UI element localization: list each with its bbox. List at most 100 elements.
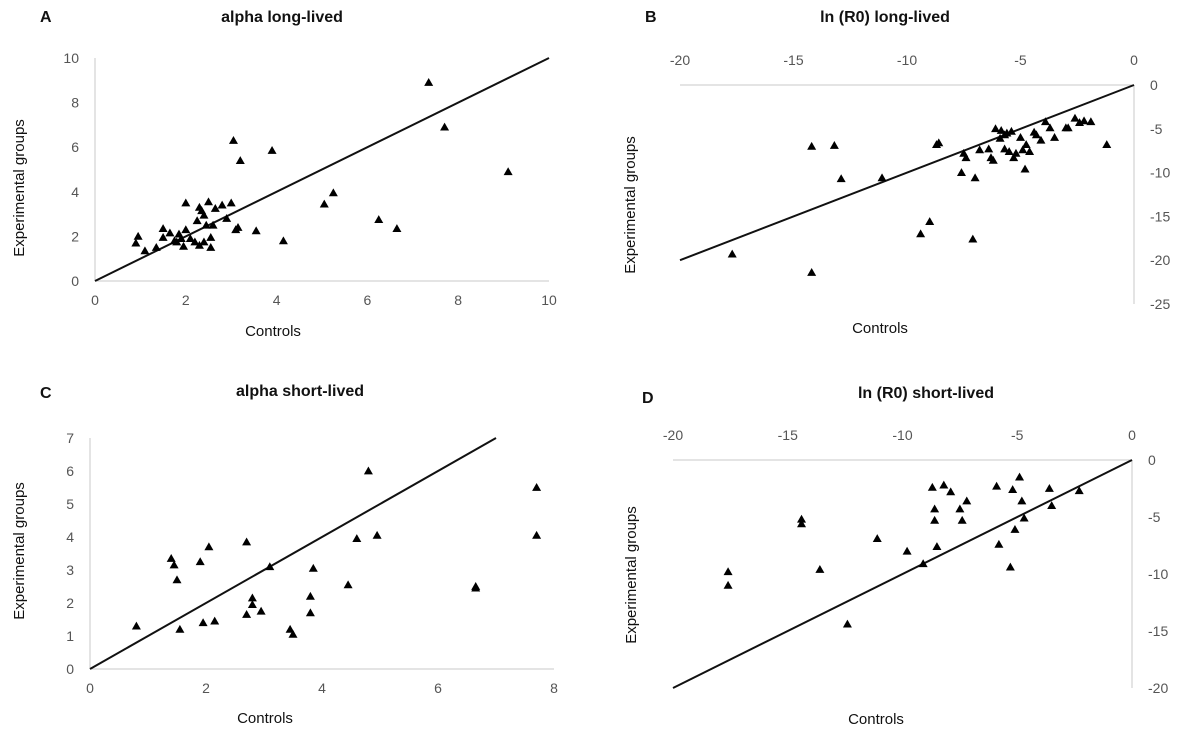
- x-tick-label: 2: [202, 680, 210, 696]
- data-point: [288, 629, 298, 638]
- data-point: [235, 156, 245, 164]
- panel-label: B: [645, 9, 657, 26]
- data-point: [319, 199, 329, 208]
- chart-title: ln (R0) long-lived: [820, 9, 950, 26]
- y-tick-label: 10: [63, 50, 79, 66]
- x-tick-label: -5: [1014, 52, 1027, 68]
- chart-title: alpha short-lived: [236, 383, 364, 400]
- data-point: [1017, 496, 1027, 505]
- y-tick-label: 2: [71, 228, 79, 244]
- data-point: [179, 241, 189, 250]
- data-point: [723, 567, 733, 576]
- data-point: [807, 141, 817, 150]
- chart-panel-B: -20 -15 -10 -5 00 -5 -10 -15 -20 -25 ln (R0) long-…: [622, 9, 1170, 337]
- data-point: [217, 200, 227, 209]
- data-point: [532, 530, 542, 539]
- y-tick-label: 1: [66, 628, 74, 644]
- data-point: [1020, 164, 1030, 173]
- data-point: [251, 226, 261, 235]
- data-point: [925, 217, 935, 226]
- data-point: [206, 233, 216, 241]
- data-point: [192, 216, 202, 225]
- data-point: [1018, 145, 1028, 154]
- y-axis-label: Experimental groups: [622, 136, 639, 274]
- data-point: [902, 546, 912, 555]
- data-point: [1011, 148, 1021, 157]
- data-point: [151, 243, 161, 251]
- data-point: [994, 539, 1004, 548]
- data-point: [210, 616, 220, 625]
- data-point: [392, 224, 402, 232]
- x-tick-label: -20: [663, 427, 683, 443]
- data-point: [916, 229, 926, 238]
- diagonal-reference-line: [89, 437, 497, 670]
- data-point: [872, 534, 882, 543]
- data-point: [201, 220, 211, 229]
- data-point: [968, 234, 978, 243]
- data-point: [172, 237, 182, 246]
- data-point: [374, 215, 384, 224]
- data-point: [440, 122, 450, 131]
- data-point: [158, 224, 168, 232]
- y-tick-label: 8: [71, 95, 79, 111]
- data-point: [1045, 123, 1055, 132]
- y-tick-label: -15: [1148, 623, 1168, 639]
- diagonal-reference-line: [672, 459, 1133, 689]
- data-point: [962, 496, 972, 505]
- x-tick-label: -20: [670, 52, 690, 68]
- data-point: [343, 580, 353, 589]
- data-point: [363, 466, 373, 475]
- data-point: [934, 138, 944, 147]
- data-point: [836, 174, 846, 183]
- data-point: [955, 504, 965, 513]
- y-axis-label: Experimental groups: [11, 119, 28, 257]
- data-point: [1070, 113, 1080, 122]
- data-point: [807, 267, 817, 276]
- x-tick-label: 4: [318, 680, 326, 696]
- data-point: [930, 504, 940, 513]
- y-tick-label: -20: [1150, 252, 1170, 268]
- data-point: [169, 560, 179, 569]
- data-point: [1086, 117, 1096, 126]
- data-point: [242, 610, 252, 618]
- data-point: [267, 146, 277, 154]
- data-point: [133, 231, 143, 240]
- data-point: [918, 559, 928, 568]
- data-point: [242, 537, 252, 546]
- data-point: [204, 197, 213, 206]
- data-point: [175, 624, 185, 633]
- y-tick-label: -25: [1150, 296, 1170, 312]
- chart-panel-D: -20 -15 -10 -5 00 -5 -10 -15 -20 ln (R0) short-li…: [623, 385, 1168, 728]
- x-tick-label: -15: [783, 52, 803, 68]
- data-point: [185, 234, 195, 243]
- y-tick-label: 0: [66, 661, 74, 677]
- data-point: [991, 124, 1001, 133]
- data-point: [131, 621, 141, 630]
- x-tick-label: 0: [1130, 52, 1138, 68]
- x-axis-label: Controls: [237, 710, 293, 727]
- y-tick-label: -20: [1148, 680, 1168, 696]
- data-point: [1004, 147, 1014, 155]
- panel-label: C: [40, 385, 52, 402]
- y-tick-label: 4: [66, 529, 74, 545]
- data-point: [1050, 133, 1060, 141]
- y-tick-label: 0: [1150, 77, 1158, 93]
- data-point: [305, 591, 315, 600]
- x-axis-label: Controls: [245, 323, 301, 340]
- data-point: [1010, 525, 1020, 533]
- data-point: [226, 198, 236, 207]
- data-point: [1040, 117, 1050, 126]
- data-point: [1019, 513, 1029, 522]
- y-tick-label: 6: [66, 463, 74, 479]
- y-tick-label: 0: [1148, 452, 1156, 468]
- data-point: [996, 126, 1006, 134]
- x-tick-label: -5: [1011, 427, 1024, 443]
- data-point: [190, 237, 200, 246]
- data-point: [727, 249, 737, 258]
- data-point: [1008, 485, 1018, 494]
- data-point: [1044, 484, 1054, 492]
- data-point: [1016, 133, 1025, 141]
- data-point: [181, 225, 191, 234]
- data-point: [927, 482, 937, 491]
